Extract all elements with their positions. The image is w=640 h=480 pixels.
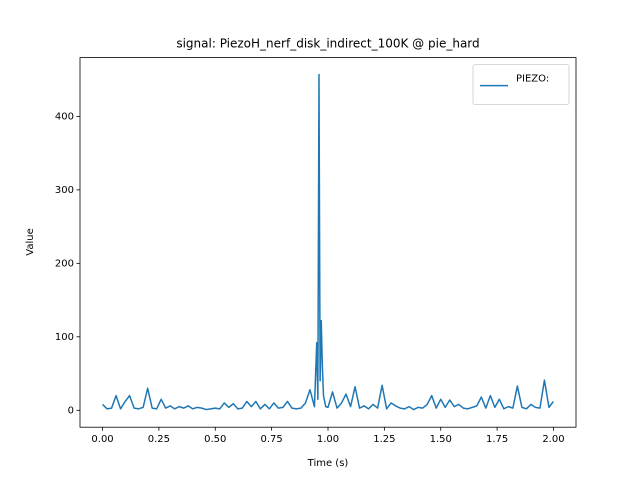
x-tick-label: 2.00 bbox=[542, 434, 564, 445]
data-line bbox=[102, 73, 555, 411]
y-tick-label: 100 bbox=[55, 332, 74, 343]
y-axis-label: Value bbox=[25, 228, 36, 255]
x-tick-label: 0.75 bbox=[261, 434, 283, 445]
legend-box bbox=[472, 64, 570, 105]
x-axis-label: Time (s) bbox=[307, 458, 349, 469]
y-tick-label: 200 bbox=[55, 258, 74, 269]
x-tick-label: 0.50 bbox=[204, 434, 226, 445]
x-tick-label: 1.50 bbox=[430, 434, 452, 445]
y-tick-label: 300 bbox=[55, 185, 74, 196]
y-tick-label: 400 bbox=[55, 111, 74, 122]
chart-title: signal: PiezoH_nerf_disk_indirect_100K @… bbox=[176, 37, 479, 51]
plot-frame bbox=[79, 57, 577, 428]
legend-label: PIEZO: bbox=[516, 74, 549, 85]
x-tick-label: 1.25 bbox=[373, 434, 395, 445]
x-tick-label: 0.25 bbox=[148, 434, 170, 445]
x-tick-label: 1.00 bbox=[317, 434, 339, 445]
x-tick-label: 0.00 bbox=[91, 434, 113, 445]
x-tick-label: 1.75 bbox=[486, 434, 508, 445]
y-tick-label: 0 bbox=[68, 405, 74, 416]
